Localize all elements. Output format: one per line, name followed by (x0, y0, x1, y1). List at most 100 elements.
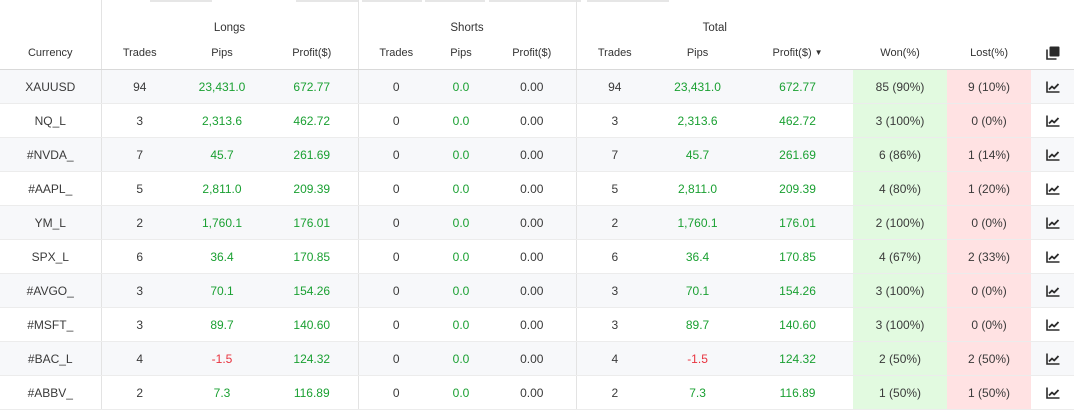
cell-longs-pips: 1,760.1 (178, 205, 266, 240)
col-won[interactable]: Won(%) (853, 37, 948, 70)
cell-won: 4 (67%) (853, 239, 948, 274)
cell-won: 85 (90%) (853, 69, 948, 104)
cell-shorts-profit: 0.00 (488, 341, 577, 376)
cell-total-pips: 1,760.1 (653, 205, 743, 240)
group-spacer (1031, 0, 1074, 37)
cell-won: 6 (86%) (853, 137, 948, 172)
cell-shorts-pips: 0.0 (434, 375, 488, 410)
cell-shorts-trades: 0 (358, 341, 434, 376)
cell-won: 4 (80%) (853, 171, 948, 206)
cell-longs-profit: 154.26 (266, 273, 359, 308)
cell-longs-trades: 4 (101, 341, 178, 376)
cell-shorts-pips: 0.0 (434, 137, 488, 172)
col-shorts-pips[interactable]: Pips (434, 37, 488, 70)
chart-button[interactable] (1031, 341, 1074, 376)
chart-button[interactable] (1031, 273, 1074, 308)
cell-currency: #BAC_L (0, 341, 102, 376)
cell-longs-profit: 261.69 (266, 137, 359, 172)
sort-desc-icon: ▼ (814, 48, 823, 57)
chart-line-icon (1045, 251, 1060, 264)
chart-button[interactable] (1031, 69, 1074, 104)
cell-longs-profit: 672.77 (266, 69, 359, 104)
cell-currency: #AAPL_ (0, 171, 102, 206)
group-header-row: Longs Shorts Total (0, 0, 1074, 37)
column-header-row: Currency Trades Pips Profit($) Trades Pi… (0, 37, 1074, 70)
chart-button[interactable] (1031, 239, 1074, 274)
copy-button[interactable] (1031, 37, 1074, 70)
cell-total-profit: 462.72 (742, 103, 854, 138)
cell-longs-pips: -1.5 (178, 341, 266, 376)
chart-button[interactable] (1031, 375, 1074, 410)
cell-total-pips: 70.1 (653, 273, 743, 308)
cell-shorts-pips: 0.0 (434, 171, 488, 206)
chart-line-icon (1045, 387, 1060, 400)
col-shorts-trades[interactable]: Trades (358, 37, 434, 70)
col-longs-trades[interactable]: Trades (101, 37, 178, 70)
cell-shorts-trades: 0 (358, 273, 434, 308)
cell-total-trades: 4 (576, 341, 654, 376)
cell-lost: 0 (0%) (947, 205, 1032, 240)
cell-total-profit: 261.69 (742, 137, 854, 172)
chart-button[interactable] (1031, 307, 1074, 342)
cell-longs-trades: 2 (101, 375, 178, 410)
cell-total-profit: 116.89 (742, 375, 854, 410)
cell-lost: 1 (20%) (947, 171, 1032, 206)
cell-shorts-profit: 0.00 (488, 375, 577, 410)
chart-button[interactable] (1031, 137, 1074, 172)
cell-lost: 2 (33%) (947, 239, 1032, 274)
cell-shorts-profit: 0.00 (488, 307, 577, 342)
table-row: NQ_L 3 2,313.6 462.72 0 0.0 0.00 3 2,313.6 462.72… (0, 103, 1074, 138)
cell-longs-pips: 2,313.6 (178, 103, 266, 138)
col-total-profit[interactable]: Profit($) ▼ (742, 37, 854, 70)
chart-button[interactable] (1031, 205, 1074, 240)
col-longs-profit[interactable]: Profit($) (266, 37, 359, 70)
col-total-pips[interactable]: Pips (653, 37, 743, 70)
cell-longs-profit: 170.85 (266, 239, 359, 274)
cell-longs-trades: 3 (101, 103, 178, 138)
cell-longs-pips: 45.7 (178, 137, 266, 172)
cell-shorts-profit: 0.00 (488, 103, 577, 138)
cell-currency: #MSFT_ (0, 307, 102, 342)
cell-shorts-pips: 0.0 (434, 341, 488, 376)
cell-won: 3 (100%) (853, 307, 948, 342)
col-total-trades[interactable]: Trades (576, 37, 654, 70)
group-shorts: Shorts (358, 0, 577, 37)
cell-lost: 1 (50%) (947, 375, 1032, 410)
col-shorts-profit[interactable]: Profit($) (488, 37, 577, 70)
cell-currency: XAUUSD (0, 69, 102, 104)
cell-won: 2 (50%) (853, 341, 948, 376)
cell-won: 1 (50%) (853, 375, 948, 410)
cell-won: 3 (100%) (853, 103, 948, 138)
cell-longs-trades: 3 (101, 307, 178, 342)
cell-total-profit: 154.26 (742, 273, 854, 308)
table-row: #NVDA_ 7 45.7 261.69 0 0.0 0.00 7 45.7 261.69 6 (8… (0, 137, 1074, 172)
cell-longs-pips: 89.7 (178, 307, 266, 342)
cell-currency: YM_L (0, 205, 102, 240)
cell-total-trades: 7 (576, 137, 654, 172)
col-lost[interactable]: Lost(%) (947, 37, 1032, 70)
cell-shorts-profit: 0.00 (488, 273, 577, 308)
cell-total-pips: 89.7 (653, 307, 743, 342)
chart-line-icon (1045, 319, 1060, 332)
cell-total-pips: 23,431.0 (653, 69, 743, 104)
col-longs-pips[interactable]: Pips (178, 37, 266, 70)
group-spacer (0, 0, 102, 37)
cell-longs-profit: 462.72 (266, 103, 359, 138)
cell-shorts-trades: 0 (358, 69, 434, 104)
cell-longs-pips: 2,811.0 (178, 171, 266, 206)
chart-button[interactable] (1031, 103, 1074, 138)
cell-total-profit: 140.60 (742, 307, 854, 342)
cell-total-pips: 2,811.0 (653, 171, 743, 206)
cell-total-pips: 7.3 (653, 375, 743, 410)
table-row: YM_L 2 1,760.1 176.01 0 0.0 0.00 2 1,760.1 176.01… (0, 205, 1074, 240)
cell-total-pips: 45.7 (653, 137, 743, 172)
cell-shorts-pips: 0.0 (434, 69, 488, 104)
cell-shorts-trades: 0 (358, 103, 434, 138)
chart-button[interactable] (1031, 171, 1074, 206)
col-currency[interactable]: Currency (0, 37, 102, 70)
cell-currency: #NVDA_ (0, 137, 102, 172)
cell-total-trades: 6 (576, 239, 654, 274)
chart-line-icon (1045, 183, 1060, 196)
cell-total-profit: 124.32 (742, 341, 854, 376)
